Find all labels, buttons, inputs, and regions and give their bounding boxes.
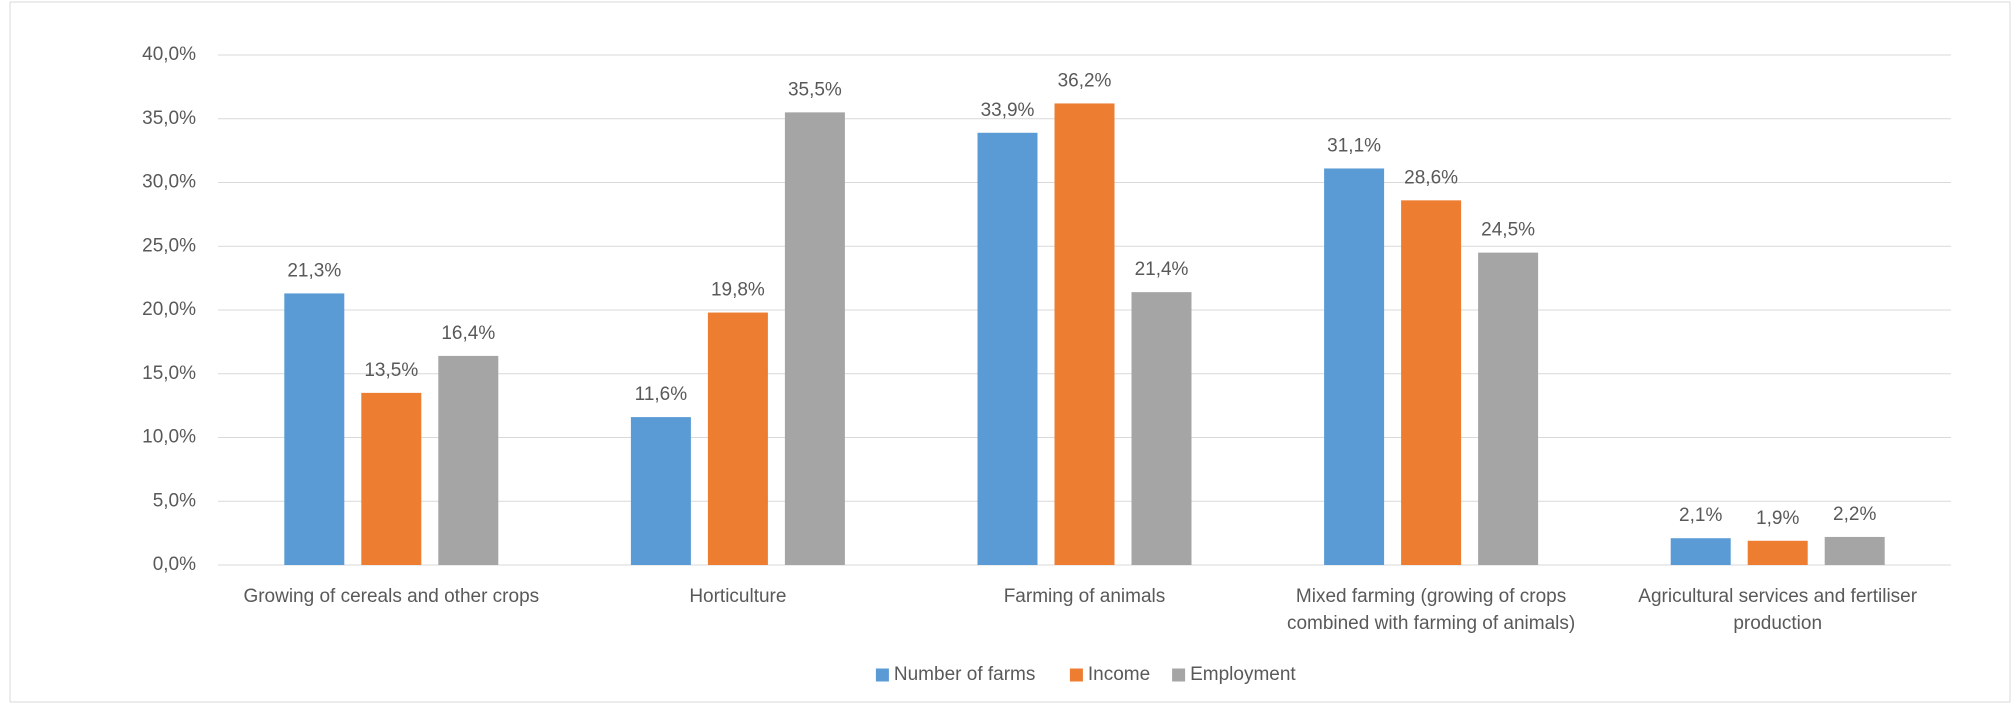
data-label: 35,5% — [788, 79, 842, 100]
x-tick-label: Farming of animals — [1003, 586, 1166, 607]
bar — [1401, 200, 1462, 565]
bar — [1478, 252, 1539, 565]
legend-label: Number of farms — [894, 664, 1035, 685]
x-tick-label: Agricultural services and fertiliser pro… — [1638, 586, 1918, 634]
data-label: 2,1% — [1679, 505, 1722, 526]
legend-swatch — [1172, 668, 1186, 682]
y-tick-label: 30,0% — [142, 172, 196, 193]
chart-frame — [9, 1, 2011, 703]
data-label: 28,6% — [1404, 167, 1458, 188]
y-tick-label: 0,0% — [153, 554, 196, 575]
data-label: 33,9% — [981, 100, 1035, 121]
legend-label: Income — [1088, 664, 1150, 685]
y-tick-label: 20,0% — [142, 299, 196, 320]
data-label: 31,1% — [1327, 135, 1381, 156]
data-label: 11,6% — [635, 384, 688, 405]
bar — [1670, 538, 1731, 565]
y-tick-label: 35,0% — [142, 108, 196, 129]
data-label: 21,4% — [1135, 259, 1189, 280]
legend-swatch — [875, 668, 889, 682]
data-label: 16,4% — [441, 323, 495, 344]
data-label: 19,8% — [711, 280, 765, 301]
y-tick-label: 5,0% — [153, 490, 196, 511]
bar — [284, 293, 345, 565]
bar — [1324, 168, 1385, 565]
bar — [1824, 536, 1885, 565]
y-tick-label: 10,0% — [142, 427, 196, 448]
data-label: 13,5% — [364, 360, 418, 381]
bar — [784, 112, 845, 565]
legend-label: Employment — [1190, 664, 1296, 685]
bar — [438, 355, 499, 565]
bar — [361, 392, 422, 565]
bar — [630, 417, 691, 565]
bar — [1747, 540, 1808, 565]
y-tick-label: 40,0% — [142, 44, 196, 65]
data-label: 36,2% — [1058, 70, 1112, 91]
data-label: 21,3% — [287, 260, 341, 281]
bar — [977, 132, 1038, 565]
x-tick-label: Horticulture — [689, 586, 787, 607]
x-tick-label: Growing of cereals and other crops — [243, 586, 540, 607]
data-label: 2,2% — [1833, 504, 1876, 525]
y-tick-label: 15,0% — [142, 363, 196, 384]
bar — [707, 312, 768, 565]
legend-swatch — [1069, 668, 1083, 682]
data-label: 1,9% — [1756, 508, 1799, 529]
x-tick-label: Mixed farming (growing of crops combined… — [1286, 586, 1576, 634]
bar — [1131, 292, 1192, 565]
bar — [1054, 103, 1115, 565]
data-label: 24,5% — [1481, 220, 1535, 241]
y-tick-label: 25,0% — [142, 235, 196, 256]
